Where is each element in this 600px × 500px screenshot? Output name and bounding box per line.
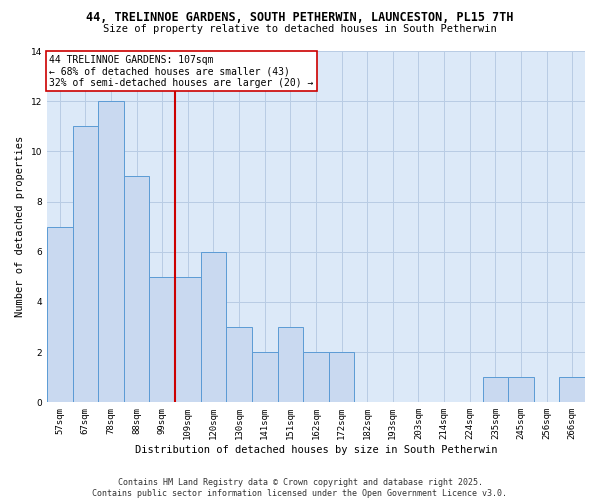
Y-axis label: Number of detached properties: Number of detached properties bbox=[15, 136, 25, 318]
Text: Contains HM Land Registry data © Crown copyright and database right 2025.
Contai: Contains HM Land Registry data © Crown c… bbox=[92, 478, 508, 498]
Bar bbox=[278, 327, 303, 402]
Bar bbox=[252, 352, 278, 403]
Bar bbox=[482, 377, 508, 402]
Bar bbox=[303, 352, 329, 403]
Bar bbox=[73, 126, 98, 402]
Bar bbox=[559, 377, 585, 402]
X-axis label: Distribution of detached houses by size in South Petherwin: Distribution of detached houses by size … bbox=[135, 445, 497, 455]
Bar bbox=[124, 176, 149, 402]
Text: Size of property relative to detached houses in South Petherwin: Size of property relative to detached ho… bbox=[103, 24, 497, 34]
Title: 44, TRELINNOE GARDENS, SOUTH PETHERWIN, LAUNCESTON, PL15 7TH
Size of property re: 44, TRELINNOE GARDENS, SOUTH PETHERWIN, … bbox=[0, 499, 1, 500]
Bar bbox=[47, 226, 73, 402]
Bar bbox=[149, 277, 175, 402]
Text: 44 TRELINNOE GARDENS: 107sqm
← 68% of detached houses are smaller (43)
32% of se: 44 TRELINNOE GARDENS: 107sqm ← 68% of de… bbox=[49, 55, 314, 88]
Bar bbox=[226, 327, 252, 402]
Bar bbox=[175, 277, 200, 402]
Bar bbox=[98, 101, 124, 402]
Text: 44, TRELINNOE GARDENS, SOUTH PETHERWIN, LAUNCESTON, PL15 7TH: 44, TRELINNOE GARDENS, SOUTH PETHERWIN, … bbox=[86, 11, 514, 24]
Bar bbox=[329, 352, 355, 403]
Bar bbox=[200, 252, 226, 402]
Bar bbox=[508, 377, 534, 402]
